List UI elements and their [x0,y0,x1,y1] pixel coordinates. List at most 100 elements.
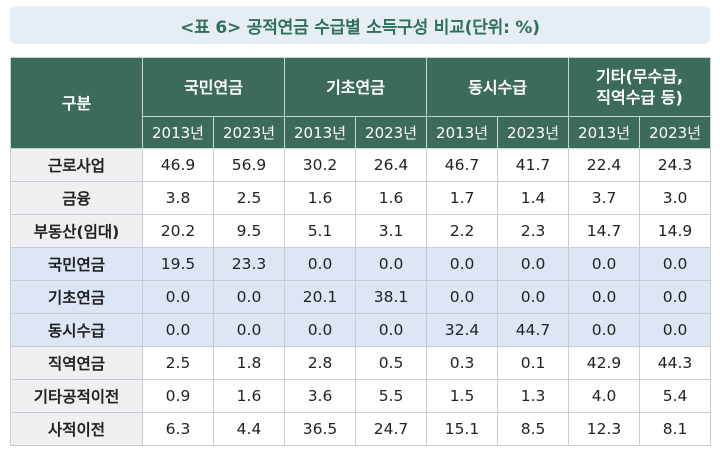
table-cell: 42.9 [568,346,641,380]
row-label: 기타공적이전 [10,379,143,413]
table-cell: 0.0 [568,280,641,314]
table-cell: 26.4 [355,148,428,182]
table-cell: 12.3 [568,412,641,446]
header-group-dual-receipt: 동시수급 [426,57,570,117]
table-row: 근로사업 46.9 56.9 30.2 26.4 46.7 41.7 22.4 24.3 [10,148,712,182]
table-cell: 0.0 [355,313,428,347]
header-group-other: 기타(무수급, 직역수급 등) [568,57,712,117]
table-cell: 0.0 [497,247,570,281]
table-cell: 6.3 [142,412,214,446]
table-cell: 0.0 [284,313,357,347]
header-year: 2013년 [426,116,499,149]
table-cell: 14.7 [568,214,641,248]
row-label: 근로사업 [10,148,143,182]
table-cell: 0.5 [355,346,428,380]
table-cell: 1.6 [212,379,286,413]
table-row: 사적이전 6.3 4.4 36.5 24.7 15.1 8.5 12.3 8.1 [10,412,712,446]
table-cell: 0.1 [497,346,570,380]
table-cell: 3.8 [142,181,214,215]
table-cell: 0.0 [212,280,286,314]
table-cell: 0.0 [568,313,641,347]
table-cell: 0.0 [284,247,357,281]
table-cell: 0.0 [426,280,499,314]
table-cell: 0.0 [142,280,214,314]
table-cell: 3.7 [568,181,641,215]
table-cell: 2.5 [142,346,214,380]
table-row: 부동산(임대) 20.2 9.5 5.1 3.1 2.2 2.3 14.7 14.9 [10,214,712,248]
row-label: 금융 [10,181,143,215]
table-row: 동시수급 0.0 0.0 0.0 0.0 32.4 44.7 0.0 0.0 [10,313,712,347]
header-group-basic-pension: 기초연금 [284,57,428,117]
table-row: 기초연금 0.0 0.0 20.1 38.1 0.0 0.0 0.0 0.0 [10,280,712,314]
table-cell: 44.7 [497,313,570,347]
header-group-national-pension: 국민연금 [141,57,286,117]
table-cell: 22.4 [568,148,641,182]
table-row: 금융 3.8 2.5 1.6 1.6 1.7 1.4 3.7 3.0 [10,181,712,215]
table-cell: 36.5 [284,412,357,446]
table-cell: 5.5 [355,379,428,413]
table-cell: 46.7 [426,148,499,182]
table-cell: 3.6 [284,379,357,413]
table-cell: 14.9 [639,214,712,248]
table-cell: 15.1 [426,412,499,446]
table-cell: 0.0 [426,247,499,281]
header-year: 2013년 [568,116,641,149]
table-cell: 0.3 [426,346,499,380]
table-cell: 32.4 [426,313,499,347]
header-year: 2023년 [212,116,286,149]
table-cell: 0.0 [142,313,214,347]
table-cell: 1.8 [212,346,286,380]
table-cell: 2.3 [497,214,570,248]
table-cell: 0.0 [639,247,712,281]
table-cell: 3.0 [639,181,712,215]
header-year: 2023년 [355,116,428,149]
table-cell: 0.0 [568,247,641,281]
header-category: 구분 [10,57,143,149]
table-cell: 30.2 [284,148,357,182]
header-year: 2013년 [142,116,214,149]
header-group-other-line1: 기타(무수급, [596,67,684,86]
table-cell: 8.5 [497,412,570,446]
row-label: 기초연금 [10,280,143,314]
table-cell: 0.9 [142,379,214,413]
table-cell: 24.3 [639,148,712,182]
table-cell: 2.2 [426,214,499,248]
table-cell: 20.2 [142,214,214,248]
table-cell: 1.6 [284,181,357,215]
table-row: 직역연금 2.5 1.8 2.8 0.5 0.3 0.1 42.9 44.3 [10,346,712,380]
table-cell: 5.4 [639,379,712,413]
table-row: 국민연금 19.5 23.3 0.0 0.0 0.0 0.0 0.0 0.0 [10,247,712,281]
table-body: 근로사업 46.9 56.9 30.2 26.4 46.7 41.7 22.4 24.3 금융 3.… [10,148,712,446]
table-cell: 2.8 [284,346,357,380]
table-cell: 1.6 [355,181,428,215]
table-header: 구분 국민연금 기초연금 동시수급 기타(무수급, 직역수급 등) 2013년 … [10,57,712,149]
table-cell: 9.5 [212,214,286,248]
header-year: 2023년 [497,116,570,149]
header-year: 2023년 [639,116,712,149]
table-cell: 46.9 [142,148,214,182]
table-cell: 3.1 [355,214,428,248]
table-cell: 23.3 [212,247,286,281]
row-label: 동시수급 [10,313,143,347]
table-cell: 1.4 [497,181,570,215]
row-label: 국민연금 [10,247,143,281]
table-cell: 2.5 [212,181,286,215]
table-cell: 41.7 [497,148,570,182]
header-year: 2013년 [284,116,357,149]
income-composition-table: 구분 국민연금 기초연금 동시수급 기타(무수급, 직역수급 등) 2013년 … [10,57,712,446]
table-cell: 19.5 [142,247,214,281]
table-cell: 5.1 [284,214,357,248]
header-group-other-line2: 직역수급 등) [596,88,683,107]
table-cell: 1.7 [426,181,499,215]
table-cell: 44.3 [639,346,712,380]
table-title: <표 6> 공적연금 수급별 소득구성 비교(단위: %) [180,17,540,38]
table-cell: 0.0 [355,247,428,281]
table-row: 기타공적이전 0.9 1.6 3.6 5.5 1.5 1.3 4.0 5.4 [10,379,712,413]
table-cell: 0.0 [497,280,570,314]
table-cell: 4.4 [212,412,286,446]
table-cell: 0.0 [639,280,712,314]
row-label: 사적이전 [10,412,143,446]
table-cell: 1.5 [426,379,499,413]
table-cell: 38.1 [355,280,428,314]
